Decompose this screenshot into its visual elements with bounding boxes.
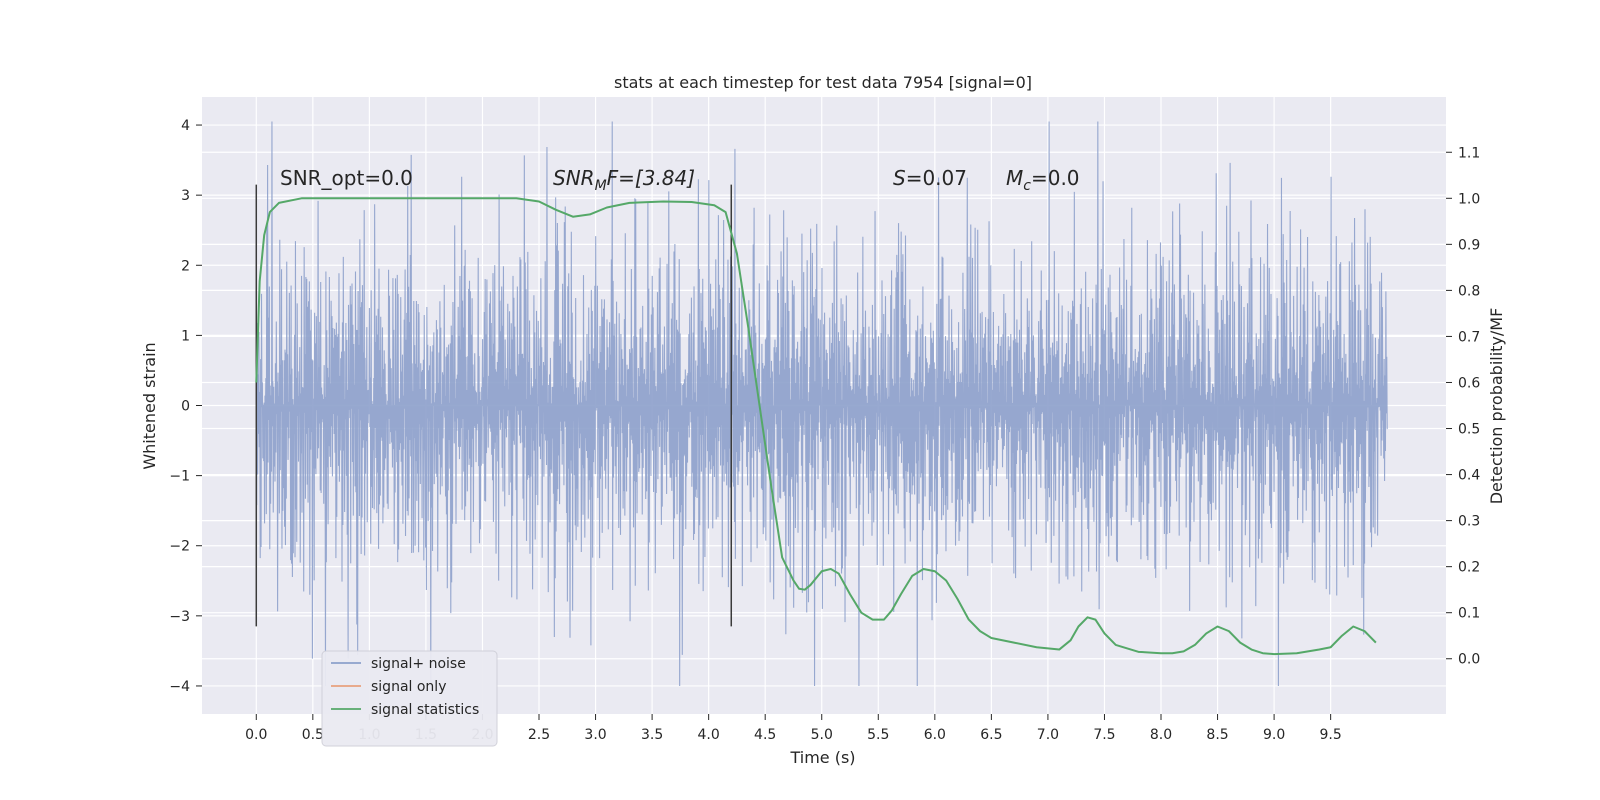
annotation-s: S=0.07	[893, 166, 967, 190]
x-tick-label: 0.5	[302, 727, 324, 743]
x-tick-label: 4.5	[754, 727, 776, 743]
y2-tick-label: 0.1	[1458, 606, 1480, 622]
y-axis-ticks: 4 3 2 1 0 −1 −2 −3 −4	[169, 118, 202, 695]
x-tick-label: 0.0	[245, 727, 267, 743]
x-tick-label: 9.0	[1263, 727, 1285, 743]
legend-box	[321, 650, 498, 747]
x-tick-label: 2.5	[528, 727, 550, 743]
y2-tick-label: 0.4	[1458, 468, 1480, 484]
y2-axis-ticks: 1.1 1.0 0.9 0.8 0.7 0.6 0.5 0.4 0.3 0.2 0.1 0.0	[1446, 145, 1480, 668]
y2-tick-label: 0.2	[1458, 560, 1480, 576]
signal-noise-line	[255, 121, 1388, 686]
y-tick-label: 1	[181, 328, 190, 344]
snr-mf-main: SNR	[553, 166, 595, 190]
snr-mf-sub: M	[595, 178, 607, 194]
y2-tick-label: 0.3	[1458, 514, 1480, 530]
signal-statistics-line	[255, 197, 1377, 656]
x-axis-label: Time (s)	[789, 748, 855, 767]
y2-tick-label: 0.6	[1458, 375, 1480, 391]
y-tick-label: 3	[181, 188, 190, 204]
x-tick-label: 6.5	[980, 727, 1002, 743]
y-tick-label: −1	[169, 469, 190, 485]
chart-title: stats at each timestep for test data 795…	[614, 73, 1032, 92]
y-tick-label: 2	[181, 258, 190, 274]
x-tick-label: 3.0	[584, 727, 606, 743]
vertical-markers	[255, 184, 733, 627]
x-tick-label: 6.0	[924, 727, 946, 743]
y2-tick-label: 0.0	[1458, 652, 1480, 668]
annotation-snr-opt: SNR_opt=0.0	[280, 166, 413, 190]
signal-statistics-series	[255, 197, 1377, 656]
mc-main: M	[1006, 166, 1023, 190]
y2-tick-label: 1.1	[1458, 145, 1480, 161]
y-tick-label: −4	[169, 679, 190, 695]
x-tick-label: 3.5	[641, 727, 663, 743]
y-tick-label: 0	[181, 399, 190, 415]
s-italic: S	[893, 166, 906, 190]
annotation-mc: Mc=0.0	[1006, 166, 1080, 194]
x-tick-label: 7.5	[1093, 727, 1115, 743]
y2-tick-label: 0.8	[1458, 283, 1480, 299]
y-tick-label: 4	[181, 118, 190, 134]
mc-sub: c	[1023, 178, 1031, 194]
annotation-snr-mf: SNRMF=[3.84]	[553, 166, 695, 194]
x-tick-label: 4.0	[698, 727, 720, 743]
x-tick-label: 5.0	[811, 727, 833, 743]
mc-value: =0.0	[1031, 166, 1080, 190]
y2-axis-label: Detection probability/MF	[1487, 308, 1506, 505]
signal-noise-series	[255, 121, 1388, 686]
legend: signal+ noise signal only signal statist…	[321, 650, 498, 747]
x-tick-label: 8.5	[1206, 727, 1228, 743]
y2-tick-label: 0.5	[1458, 422, 1480, 438]
s-value: =0.07	[906, 166, 967, 190]
legend-label-signal-statistics: signal statistics	[371, 702, 479, 718]
y-tick-label: −2	[169, 539, 190, 555]
y2-tick-label: 1.0	[1458, 191, 1480, 207]
y-axis-label: Whitened strain	[140, 342, 159, 469]
x-tick-label: 8.0	[1150, 727, 1172, 743]
legend-label-signal-noise: signal+ noise	[371, 656, 466, 672]
y2-tick-label: 0.7	[1458, 329, 1480, 345]
x-tick-label: 9.5	[1320, 727, 1342, 743]
x-tick-label: 7.0	[1037, 727, 1059, 743]
y-tick-label: −3	[169, 609, 190, 625]
legend-label-signal-only: signal only	[371, 679, 446, 695]
x-tick-label: 5.5	[867, 727, 889, 743]
y2-tick-label: 0.9	[1458, 237, 1480, 253]
snr-mf-rest: F=[3.84]	[607, 166, 695, 190]
